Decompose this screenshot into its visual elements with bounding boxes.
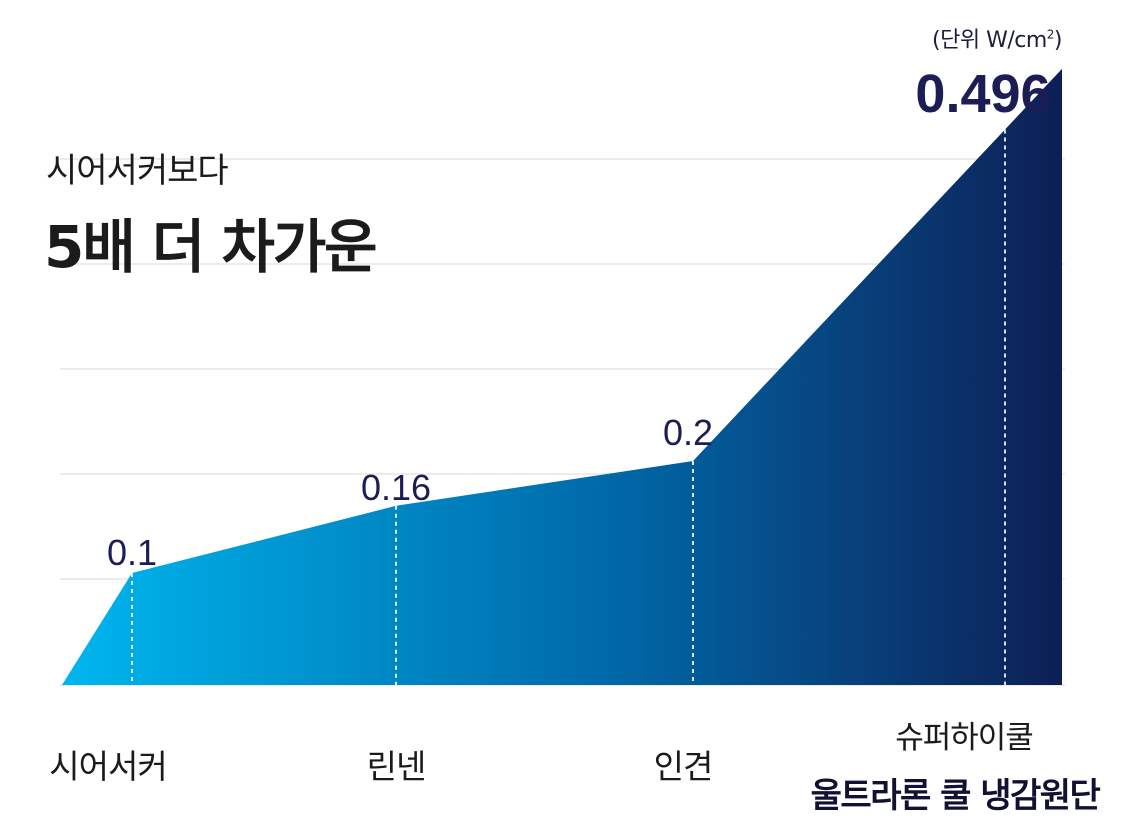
category-label: 인견 <box>653 747 714 786</box>
value-label: 0.2 <box>663 412 713 453</box>
chart-title: 5배 더 차가운 <box>44 213 378 281</box>
value-labels: 0.1 0.16 0.2 0.496 <box>107 64 1051 573</box>
category-label: 린넨 <box>366 747 427 786</box>
category-label-line2: 울트라론 쿨 냉감원단 <box>810 776 1101 816</box>
value-label: 0.16 <box>361 467 431 508</box>
value-label: 0.496 <box>915 64 1050 124</box>
category-label-line1: 슈퍼하이쿨 <box>895 720 1034 756</box>
value-label: 0.1 <box>107 532 157 573</box>
chart-subtitle: 시어서커보다 <box>46 151 229 191</box>
category-label: 시어서커 <box>49 747 167 786</box>
guide-lines <box>131 129 1006 685</box>
unit-label: (단위 W/cm2) <box>932 27 1062 53</box>
area-series <box>62 68 1062 686</box>
